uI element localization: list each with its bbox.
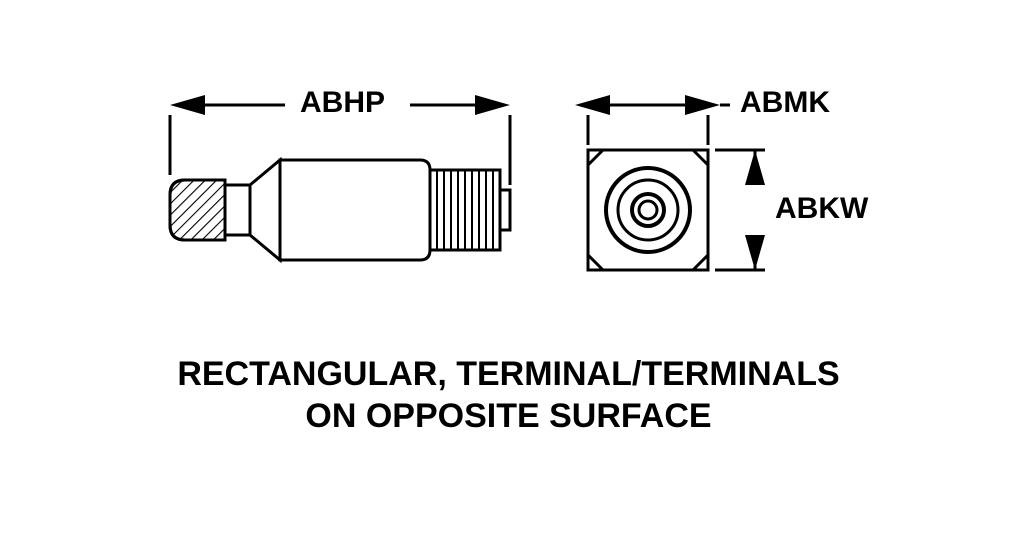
abmk-label: ABMK — [740, 86, 830, 120]
side-view — [170, 160, 510, 260]
abkw-dimension — [715, 150, 765, 270]
diagram-canvas: ABHP ABMK ABKW RECTANGULAR, TERMINAL/TER… — [0, 0, 1017, 557]
caption-line2: ON OPPOSITE SURFACE — [0, 397, 1017, 436]
abmk-dimension — [575, 95, 730, 145]
abhp-label: ABHP — [300, 86, 385, 120]
technical-drawing-svg — [0, 0, 1017, 557]
abkw-label: ABKW — [775, 192, 868, 226]
caption-line1: RECTANGULAR, TERMINAL/TERMINALS — [0, 355, 1017, 394]
end-view — [588, 150, 708, 270]
